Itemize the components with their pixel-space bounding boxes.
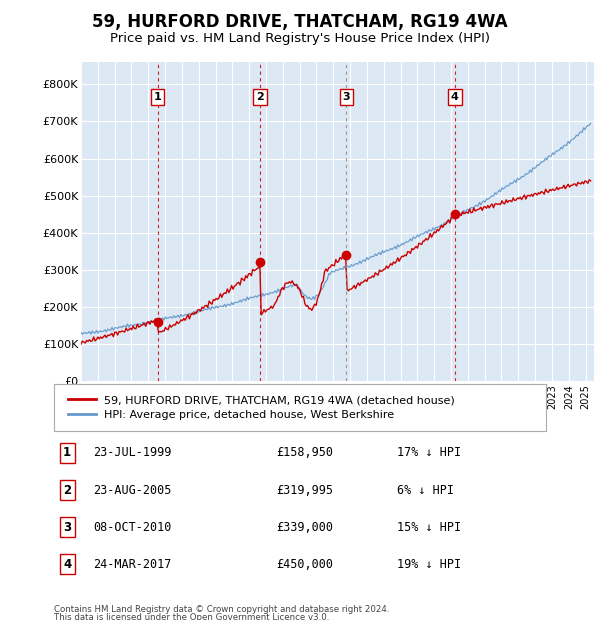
Text: 19% ↓ HPI: 19% ↓ HPI — [397, 558, 461, 571]
Text: 4: 4 — [451, 92, 459, 102]
Text: 17% ↓ HPI: 17% ↓ HPI — [397, 446, 461, 459]
Text: 2: 2 — [256, 92, 264, 102]
Text: 08-OCT-2010: 08-OCT-2010 — [94, 521, 172, 534]
Text: 2: 2 — [63, 484, 71, 497]
Text: 59, HURFORD DRIVE, THATCHAM, RG19 4WA: 59, HURFORD DRIVE, THATCHAM, RG19 4WA — [92, 13, 508, 31]
Text: 1: 1 — [154, 92, 161, 102]
Text: £158,950: £158,950 — [276, 446, 333, 459]
Text: 15% ↓ HPI: 15% ↓ HPI — [397, 521, 461, 534]
Text: 6% ↓ HPI: 6% ↓ HPI — [397, 484, 454, 497]
Text: £450,000: £450,000 — [276, 558, 333, 571]
Text: This data is licensed under the Open Government Licence v3.0.: This data is licensed under the Open Gov… — [54, 613, 329, 620]
Legend: 59, HURFORD DRIVE, THATCHAM, RG19 4WA (detached house), HPI: Average price, deta: 59, HURFORD DRIVE, THATCHAM, RG19 4WA (d… — [64, 392, 458, 423]
Text: Price paid vs. HM Land Registry's House Price Index (HPI): Price paid vs. HM Land Registry's House … — [110, 32, 490, 45]
Text: £319,995: £319,995 — [276, 484, 333, 497]
Text: 24-MAR-2017: 24-MAR-2017 — [94, 558, 172, 571]
Text: 23-AUG-2005: 23-AUG-2005 — [94, 484, 172, 497]
Text: £339,000: £339,000 — [276, 521, 333, 534]
Text: 23-JUL-1999: 23-JUL-1999 — [94, 446, 172, 459]
Text: 3: 3 — [63, 521, 71, 534]
Text: 4: 4 — [63, 558, 71, 571]
Text: 1: 1 — [63, 446, 71, 459]
Text: Contains HM Land Registry data © Crown copyright and database right 2024.: Contains HM Land Registry data © Crown c… — [54, 604, 389, 614]
Text: 3: 3 — [343, 92, 350, 102]
